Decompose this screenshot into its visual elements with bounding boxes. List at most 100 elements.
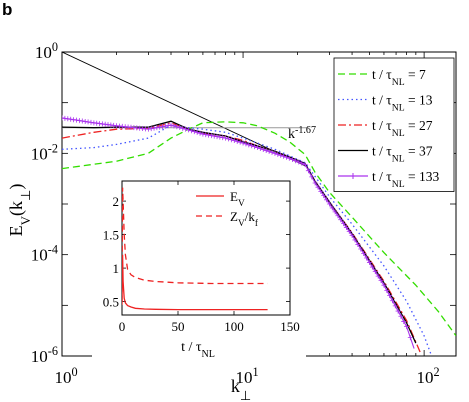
series-marker <box>71 117 77 123</box>
x-tick-label: 102 <box>417 365 440 387</box>
series-marker <box>401 318 407 324</box>
series-marker <box>85 119 91 125</box>
series-marker <box>364 255 370 261</box>
series-marker <box>246 142 252 148</box>
series-marker <box>254 145 260 151</box>
series-marker <box>358 246 364 252</box>
x-tick-label: 101 <box>235 365 258 387</box>
series-marker <box>151 125 157 131</box>
series-marker <box>352 237 358 243</box>
series-marker <box>309 174 315 180</box>
series-marker <box>275 151 281 157</box>
series-marker <box>180 125 186 131</box>
series-marker <box>381 282 387 288</box>
series-marker <box>188 128 194 134</box>
series-marker <box>197 130 203 136</box>
series-marker <box>349 232 355 238</box>
legend-label-1: t / τNL = 13 <box>372 93 433 114</box>
series-marker <box>312 180 318 186</box>
slope-label: k-1.67 <box>288 125 316 143</box>
inset-series-line-1 <box>122 187 268 302</box>
x-tick-label: 100 <box>54 365 77 387</box>
series-marker <box>206 132 212 138</box>
inset-legend-label-0: EV <box>230 189 245 209</box>
series-marker <box>305 168 311 174</box>
legend-marker <box>350 173 356 179</box>
series-marker <box>263 147 269 153</box>
inset-x-axis-label: t / τNL <box>181 340 215 360</box>
series-marker <box>315 184 321 190</box>
series-marker <box>225 136 231 142</box>
series-marker <box>191 129 197 135</box>
inset-x-tick-label: 150 <box>280 319 300 334</box>
series-marker <box>214 134 220 140</box>
series-marker <box>372 269 378 275</box>
series-marker <box>326 201 332 207</box>
y-tick-label: 10-4 <box>31 243 58 265</box>
inset-y-tick-label: 2 <box>113 194 120 209</box>
series-marker <box>387 293 393 299</box>
series-marker <box>208 133 214 139</box>
series-marker <box>407 335 413 341</box>
series-marker <box>237 139 243 145</box>
series-marker <box>335 213 341 219</box>
inset-axes: 0 50 100 150 0.5 1 1.5 2 t / τNL <box>92 173 306 360</box>
series-marker <box>220 135 226 141</box>
series-marker <box>338 217 344 223</box>
series-marker <box>283 154 289 160</box>
series-marker <box>168 122 174 128</box>
y-axis-label: EV(k⊥) <box>6 184 33 237</box>
series-marker <box>88 119 94 125</box>
series-marker <box>200 131 206 137</box>
series-marker <box>329 205 335 211</box>
series-marker <box>281 153 287 159</box>
inset-y-tick-label: 1 <box>113 261 120 276</box>
y-tick-label: 100 <box>35 40 58 62</box>
series-marker <box>395 308 401 314</box>
series-marker <box>203 132 209 138</box>
series-marker <box>174 124 180 130</box>
series-marker <box>389 298 395 304</box>
series-marker <box>355 241 361 247</box>
series-marker <box>321 193 327 199</box>
inset-x-tick-label: 50 <box>172 319 185 334</box>
inset-x-tick-label: 100 <box>224 319 244 334</box>
legend-label-3: t / τNL = 37 <box>372 144 433 165</box>
series-marker <box>266 148 272 154</box>
series-marker <box>194 129 200 135</box>
series-marker <box>62 115 65 121</box>
reference-line-0 <box>62 52 306 167</box>
series-marker <box>82 118 88 124</box>
series-marker <box>73 117 79 123</box>
series-marker <box>65 116 71 122</box>
series-marker <box>341 221 347 227</box>
series-marker <box>240 140 246 146</box>
series-marker <box>278 152 284 158</box>
main-legend: t / τNL = 7 t / τNL = 13 t / τNL = 27 t / τ… <box>333 57 455 192</box>
series-marker <box>79 118 85 124</box>
series-marker <box>296 159 302 165</box>
series-marker <box>269 149 275 155</box>
series-marker <box>160 124 166 130</box>
series-marker <box>299 160 305 166</box>
series-marker <box>375 273 381 279</box>
y-tick-label: 10-6 <box>31 344 58 366</box>
series-marker <box>392 303 398 309</box>
inset-series-line-0 <box>122 254 268 311</box>
series-marker <box>289 157 295 163</box>
series-marker <box>148 126 154 132</box>
legend-label-4: t / τNL = 133 <box>372 169 440 190</box>
series-marker <box>162 123 168 129</box>
series-marker <box>252 144 258 150</box>
series-marker <box>62 115 68 121</box>
main-plot-area: k-1.67 <box>62 52 456 356</box>
series-marker <box>145 126 151 132</box>
inset-y-tick-label: 0.5 <box>103 295 119 310</box>
series-marker <box>332 209 338 215</box>
series-marker <box>243 141 249 147</box>
series-marker <box>68 116 74 122</box>
series-marker <box>257 146 263 152</box>
series-marker <box>324 197 330 203</box>
